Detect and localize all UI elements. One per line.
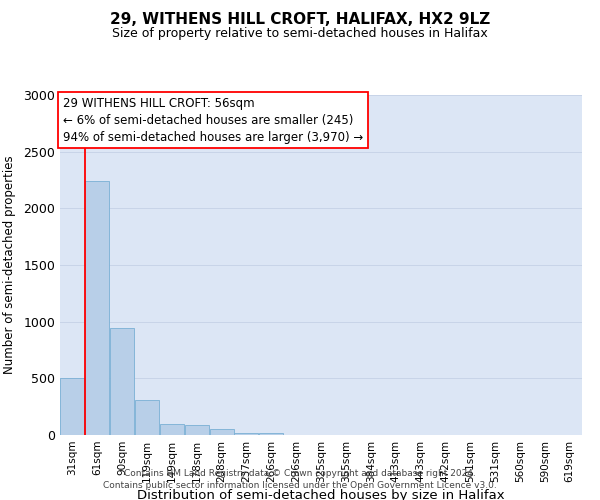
Bar bbox=[110, 328, 134, 435]
Bar bbox=[259, 434, 283, 435]
X-axis label: Distribution of semi-detached houses by size in Halifax: Distribution of semi-detached houses by … bbox=[137, 489, 505, 500]
Bar bbox=[185, 426, 209, 435]
Text: Size of property relative to semi-detached houses in Halifax: Size of property relative to semi-detach… bbox=[112, 28, 488, 40]
Bar bbox=[209, 429, 233, 435]
Text: Contains HM Land Registry data © Crown copyright and database right 2024.: Contains HM Land Registry data © Crown c… bbox=[124, 468, 476, 477]
Bar bbox=[235, 432, 259, 435]
Text: 29, WITHENS HILL CROFT, HALIFAX, HX2 9LZ: 29, WITHENS HILL CROFT, HALIFAX, HX2 9LZ bbox=[110, 12, 490, 28]
Text: Contains public sector information licensed under the Open Government Licence v3: Contains public sector information licen… bbox=[103, 481, 497, 490]
Bar bbox=[135, 400, 159, 435]
Bar bbox=[61, 378, 85, 435]
Bar bbox=[160, 424, 184, 435]
Text: 29 WITHENS HILL CROFT: 56sqm
← 6% of semi-detached houses are smaller (245)
94% : 29 WITHENS HILL CROFT: 56sqm ← 6% of sem… bbox=[62, 96, 363, 144]
Y-axis label: Number of semi-detached properties: Number of semi-detached properties bbox=[4, 156, 16, 374]
Bar bbox=[85, 181, 109, 435]
